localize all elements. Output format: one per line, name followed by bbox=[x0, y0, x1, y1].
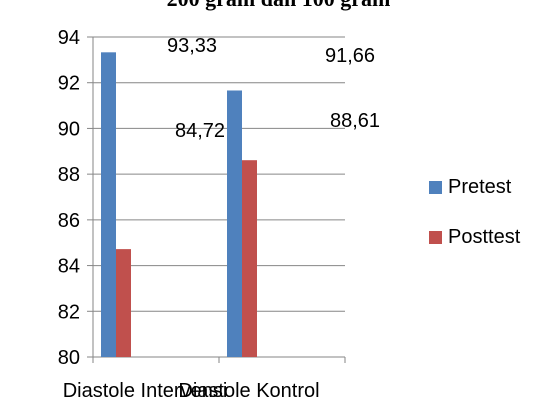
y-tick-label: 92 bbox=[58, 73, 80, 95]
legend-swatch-pretest bbox=[429, 181, 442, 194]
data-label: 93,33 bbox=[167, 35, 217, 57]
category-label: Diastole Kontrol bbox=[178, 380, 319, 402]
bar-posttest bbox=[242, 160, 257, 357]
category-label: Diastole Intervensi bbox=[63, 380, 228, 402]
data-label: 91,66 bbox=[325, 45, 375, 67]
bar-pretest bbox=[227, 90, 242, 357]
legend-label-posttest: Posttest bbox=[448, 226, 521, 248]
chart-title: 200 gram dan 100 gram bbox=[0, 0, 557, 12]
bar-posttest bbox=[116, 249, 131, 357]
y-tick-label: 86 bbox=[58, 210, 80, 232]
y-tick-label: 94 bbox=[58, 27, 80, 49]
y-tick-label: 82 bbox=[58, 301, 80, 323]
y-tick-label: 90 bbox=[58, 118, 80, 140]
y-tick-label: 88 bbox=[58, 164, 80, 186]
data-label: 84,72 bbox=[175, 120, 225, 142]
legend-swatch-posttest bbox=[429, 231, 442, 244]
data-label: 88,61 bbox=[330, 110, 380, 132]
bar-pretest bbox=[101, 52, 116, 358]
y-tick-label: 84 bbox=[58, 256, 80, 278]
y-tick-label: 80 bbox=[58, 347, 80, 369]
legend-label-pretest: Pretest bbox=[448, 176, 512, 198]
